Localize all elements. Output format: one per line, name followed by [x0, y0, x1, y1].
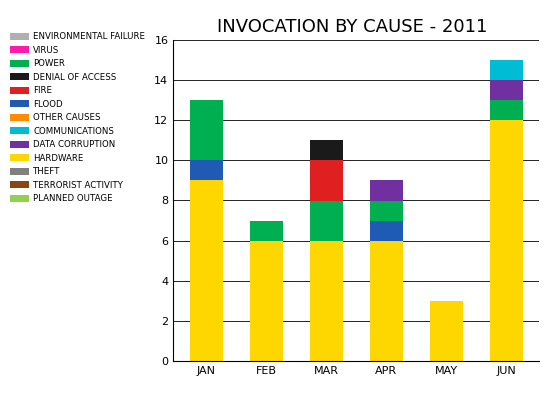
Bar [370, 180, 403, 200]
Bar [490, 120, 522, 361]
Bar [190, 100, 223, 160]
Bar [190, 180, 223, 361]
Bar [190, 160, 223, 180]
Bar [310, 140, 343, 160]
Legend: ENVIRONMENTAL FAILURE, VIRUS, POWER, DENIAL OF ACCESS, FIRE, FLOOD, OTHER CAUSES: ENVIRONMENTAL FAILURE, VIRUS, POWER, DEN… [10, 32, 145, 203]
Bar [370, 200, 403, 221]
Bar [430, 301, 463, 361]
Bar [490, 100, 522, 120]
Bar [310, 241, 343, 361]
Bar [370, 241, 403, 361]
Bar [490, 60, 522, 80]
Bar [250, 221, 283, 241]
Text: INVOCATION BY CAUSE - 2011: INVOCATION BY CAUSE - 2011 [217, 18, 487, 36]
Bar [370, 221, 403, 241]
Bar [250, 241, 283, 361]
Bar [310, 160, 343, 200]
Bar [310, 200, 343, 241]
Bar [490, 80, 522, 100]
